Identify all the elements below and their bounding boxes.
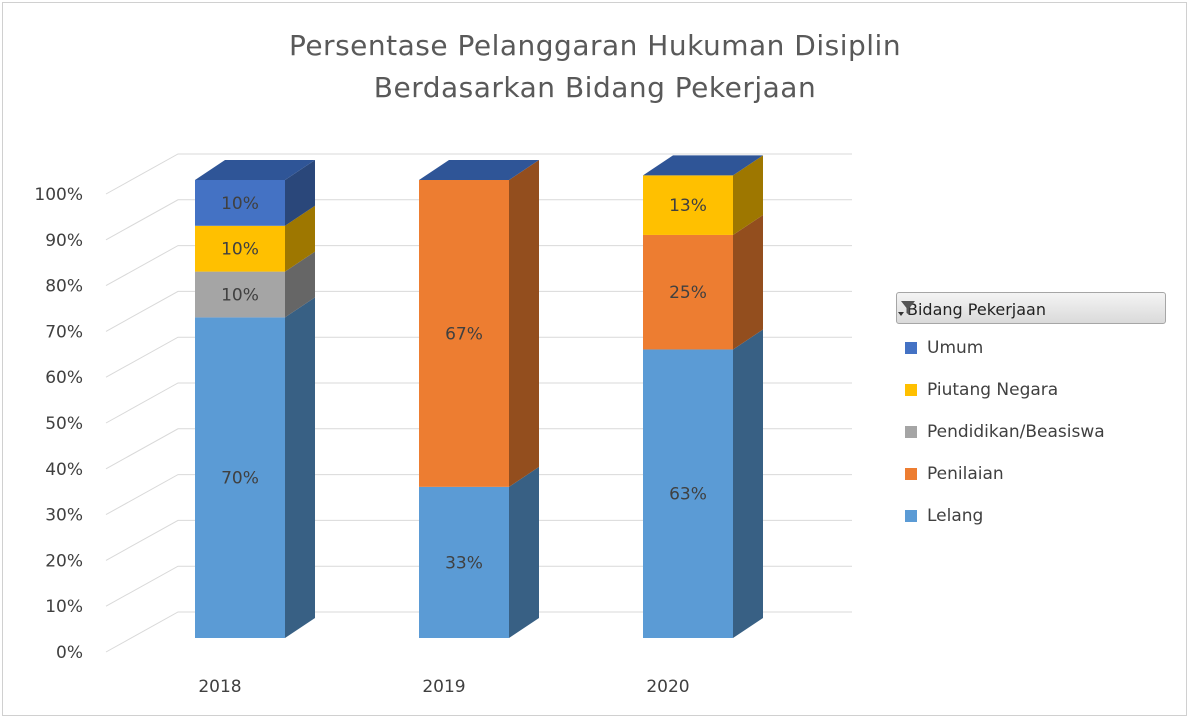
bar-segment [643, 214, 763, 350]
bar-segment [195, 205, 315, 272]
data-label: 33% [445, 553, 483, 573]
y-tick-label: 100% [34, 185, 83, 205]
legend-label: Penilaian [927, 464, 1004, 484]
gridline [105, 336, 852, 378]
bar-top-face [195, 160, 315, 180]
y-tick-label: 30% [45, 506, 83, 526]
gridlines [105, 153, 852, 653]
chart-title-line-2: Berdasarkan Bidang Pekerjaan [374, 71, 816, 104]
gridline [105, 290, 852, 332]
gridline [105, 565, 852, 607]
data-label: 63% [669, 485, 707, 505]
y-tick-label: 60% [45, 368, 83, 388]
gridline [105, 474, 852, 516]
data-label: 10% [221, 240, 259, 260]
legend-swatch [905, 426, 917, 438]
x-category-label: 2020 [646, 677, 689, 697]
bar-segment [419, 466, 539, 638]
y-axis-ticks: 0% 10% 20% 30% 40% 50% 60% 70% 80% 90% 100% [34, 185, 83, 663]
bar-segment [643, 155, 763, 235]
bar-top-face [643, 155, 763, 176]
y-tick-label: 0% [56, 643, 83, 663]
y-tick-label: 70% [45, 322, 83, 342]
legend-swatch [905, 468, 917, 480]
data-label: 25% [669, 283, 707, 303]
legend-item: Penilaian [905, 461, 1004, 487]
chart-title-line-1: Persentase Pelanggaran Hukuman Disiplin [289, 29, 901, 62]
legend-item: Piutang Negara [905, 377, 1058, 403]
gridline [105, 611, 852, 653]
legend-label: Pendidikan/Beasiswa [927, 422, 1105, 442]
y-tick-label: 80% [45, 277, 83, 297]
y-tick-label: 20% [45, 551, 83, 571]
legend-label: Lelang [927, 506, 984, 526]
bar-segment [195, 160, 315, 226]
data-label: 10% [221, 194, 259, 214]
y-tick-label: 40% [45, 460, 83, 480]
gridline [105, 199, 852, 241]
y-tick-label: 50% [45, 414, 83, 434]
data-label: 67% [445, 324, 483, 344]
legend-title: Bidang Pekerjaan [907, 300, 1046, 319]
data-label: 13% [669, 196, 707, 216]
data-label: 10% [221, 286, 259, 306]
legend-swatch [905, 342, 917, 354]
gridline [105, 519, 852, 561]
bar-segment [195, 297, 315, 638]
x-axis-categories: 2018 2019 2020 [198, 677, 689, 697]
y-tick-label: 90% [45, 231, 83, 251]
bar-segment [643, 329, 763, 638]
filter-icon[interactable] [897, 297, 919, 319]
y-tick-label: 10% [45, 597, 83, 617]
legend-field-button[interactable]: Bidang Pekerjaan [896, 292, 1166, 324]
gridline [105, 245, 852, 287]
legend-label: Umum [927, 338, 984, 358]
legend-item: Umum [905, 335, 983, 361]
legend-label: Piutang Negara [927, 380, 1059, 400]
gridline [105, 153, 852, 195]
x-category-label: 2019 [422, 677, 465, 697]
bar-segment [419, 160, 539, 487]
legend-swatch [905, 384, 917, 396]
bar-top-face [419, 160, 539, 180]
bars: 70% 10% 10% 10% 33% 67% 63% 25% 13% [195, 155, 763, 638]
gridline [105, 382, 852, 424]
bar-segment [195, 251, 315, 318]
gridline [105, 428, 852, 470]
legend-swatch [905, 510, 917, 522]
x-category-label: 2018 [198, 677, 241, 697]
legend-item: Lelang [905, 503, 983, 529]
legend-item: Pendidikan/Beasiswa [905, 419, 1105, 445]
data-label: 70% [221, 469, 259, 489]
